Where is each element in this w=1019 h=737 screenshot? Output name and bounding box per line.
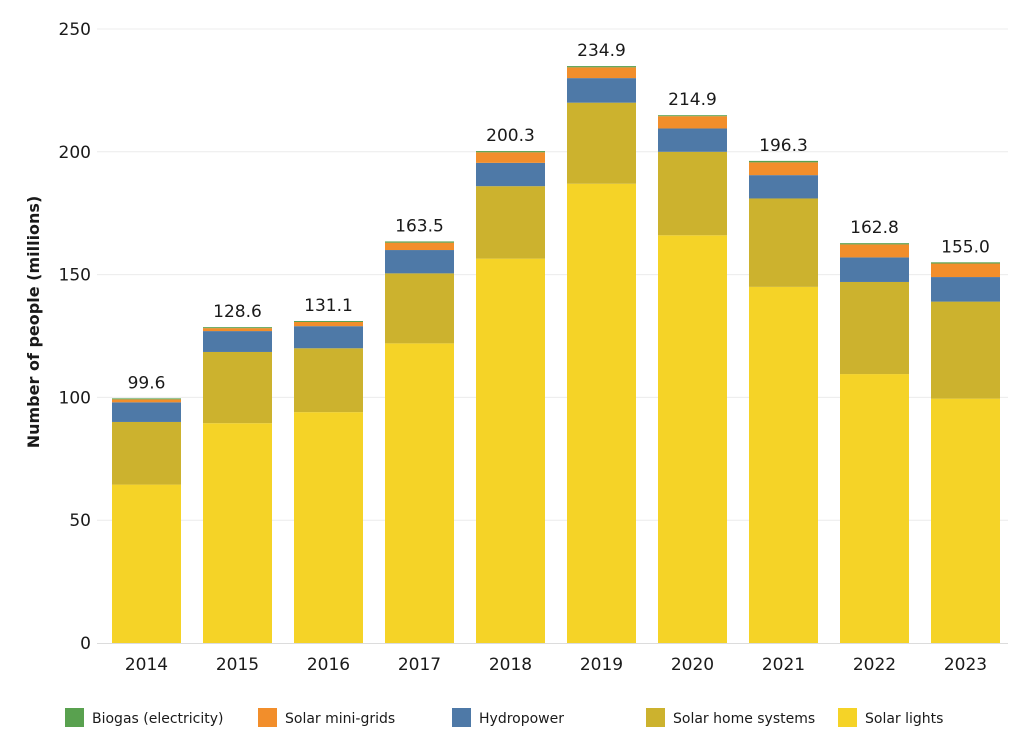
total-label-2016: 131.1 bbox=[304, 296, 353, 316]
bars bbox=[112, 66, 1000, 643]
bar-2022-solar-home-systems-segment bbox=[840, 281, 909, 375]
legend-item-solar-home-systems: Solar home systems bbox=[646, 708, 815, 727]
bar-2017-hydropower-segment bbox=[385, 250, 454, 274]
bar-2020-hydropower-segment bbox=[658, 128, 727, 152]
bar-2015-solar-lights-segment bbox=[203, 423, 272, 643]
x-tick-label-2016: 2016 bbox=[307, 655, 350, 675]
bar-2015-biogas-electricity-segment bbox=[203, 327, 272, 329]
total-label-2017: 163.5 bbox=[395, 216, 444, 236]
bar-2016-biogas-electricity-segment bbox=[294, 321, 363, 323]
total-labels: 99.6 128.6 131.1 163.5 200.3 234.9 214.9 196.3 1… bbox=[128, 41, 990, 393]
bar-2017-solar-mini-grids-segment bbox=[385, 242, 454, 251]
total-label-2021: 196.3 bbox=[759, 136, 808, 156]
bar-2023-biogas-electricity-segment bbox=[931, 262, 1000, 264]
bar-2019-biogas-electricity-segment bbox=[567, 66, 636, 68]
bar-2023-solar-lights-segment bbox=[931, 398, 1000, 643]
legend-label-solar-home-systems: Solar home systems bbox=[673, 711, 815, 727]
bar-2021-solar-mini-grids-segment bbox=[749, 162, 818, 176]
bar-2023-hydropower-segment bbox=[931, 277, 1000, 302]
x-tick-label-2017: 2017 bbox=[398, 655, 441, 675]
y-axis-ticks: 0 50 100 150 200 250 bbox=[59, 20, 91, 654]
legend-swatch-biogas-electricity bbox=[65, 708, 84, 727]
y-tick-label: 50 bbox=[69, 511, 91, 531]
y-tick-label: 200 bbox=[59, 143, 91, 163]
y-tick-label: 100 bbox=[59, 388, 91, 408]
y-tick-label: 250 bbox=[59, 20, 91, 40]
legend-item-hydropower: Hydropower bbox=[452, 708, 564, 727]
bar-2023-solar-home-systems-segment bbox=[931, 301, 1000, 399]
bar-2017-biogas-electricity-segment bbox=[385, 241, 454, 243]
bar-2019-hydropower-segment bbox=[567, 78, 636, 103]
legend-label-solar-mini-grids: Solar mini-grids bbox=[285, 711, 395, 727]
bar-2021-biogas-electricity-segment bbox=[749, 160, 818, 163]
bar-2021-hydropower-segment bbox=[749, 175, 818, 199]
total-label-2019: 234.9 bbox=[577, 41, 626, 61]
bar-2015-solar-home-systems-segment bbox=[203, 351, 272, 424]
legend: Biogas (electricity) Solar mini-grids Hydr… bbox=[65, 708, 943, 727]
bar-2023-solar-mini-grids-segment bbox=[931, 263, 1000, 278]
bar-2016-solar-home-systems-segment bbox=[294, 348, 363, 413]
bar-2018-hydropower-segment bbox=[476, 162, 545, 187]
bar-2020-solar-home-systems-segment bbox=[658, 151, 727, 236]
bar-2020-solar-lights-segment bbox=[658, 235, 727, 643]
bar-2018-solar-lights-segment bbox=[476, 258, 545, 643]
bar-2022-solar-lights-segment bbox=[840, 374, 909, 643]
legend-label-solar-lights: Solar lights bbox=[865, 711, 943, 727]
bar-2014-biogas-electricity-segment bbox=[112, 398, 181, 400]
legend-label-biogas-electricity: Biogas (electricity) bbox=[92, 711, 224, 727]
total-label-2020: 214.9 bbox=[668, 90, 717, 110]
bar-2017-solar-lights-segment bbox=[385, 343, 454, 643]
bar-2019-solar-mini-grids-segment bbox=[567, 67, 636, 79]
total-label-2022: 162.8 bbox=[850, 218, 899, 238]
x-tick-label-2018: 2018 bbox=[489, 655, 532, 675]
bar-2014-solar-mini-grids-segment bbox=[112, 399, 181, 403]
bar-2022-biogas-electricity-segment bbox=[840, 243, 909, 245]
bar-2016-hydropower-segment bbox=[294, 326, 363, 349]
bar-2014-solar-lights-segment bbox=[112, 484, 181, 643]
x-tick-label-2021: 2021 bbox=[762, 655, 805, 675]
bar-2021-solar-lights-segment bbox=[749, 286, 818, 643]
x-axis-ticks: 2014 2015 2016 2017 2018 2019 2020 2021 2022 2023 bbox=[125, 655, 987, 675]
legend-swatch-solar-lights bbox=[838, 708, 857, 727]
bar-2019-solar-home-systems-segment bbox=[567, 102, 636, 184]
bar-2021-solar-home-systems-segment bbox=[749, 198, 818, 287]
x-tick-label-2020: 2020 bbox=[671, 655, 714, 675]
bar-2016-solar-mini-grids-segment bbox=[294, 322, 363, 327]
legend-item-biogas-electricity: Biogas (electricity) bbox=[65, 708, 224, 727]
bar-2018-biogas-electricity-segment bbox=[476, 151, 545, 153]
y-tick-label: 150 bbox=[59, 266, 91, 286]
total-label-2023: 155.0 bbox=[941, 237, 990, 257]
legend-swatch-solar-mini-grids bbox=[258, 708, 277, 727]
x-tick-label-2019: 2019 bbox=[580, 655, 623, 675]
bar-2018-solar-home-systems-segment bbox=[476, 186, 545, 259]
bar-2020-solar-mini-grids-segment bbox=[658, 116, 727, 129]
legend-swatch-solar-home-systems bbox=[646, 708, 665, 727]
bar-2016-solar-lights-segment bbox=[294, 412, 363, 643]
bar-2015-solar-mini-grids-segment bbox=[203, 328, 272, 332]
bar-2018-solar-mini-grids-segment bbox=[476, 152, 545, 163]
bar-2022-solar-mini-grids-segment bbox=[840, 244, 909, 258]
total-label-2018: 200.3 bbox=[486, 126, 535, 146]
bar-2022-hydropower-segment bbox=[840, 257, 909, 282]
legend-swatch-hydropower bbox=[452, 708, 471, 727]
x-tick-label-2014: 2014 bbox=[125, 655, 168, 675]
bar-2017-solar-home-systems-segment bbox=[385, 273, 454, 344]
bar-2014-hydropower-segment bbox=[112, 402, 181, 422]
y-tick-label: 0 bbox=[80, 634, 91, 654]
bar-2019-solar-lights-segment bbox=[567, 183, 636, 643]
legend-label-hydropower: Hydropower bbox=[479, 711, 564, 727]
total-label-2014: 99.6 bbox=[128, 373, 166, 393]
y-axis-title: Number of people (millions) bbox=[24, 196, 43, 449]
total-label-2015: 128.6 bbox=[213, 302, 262, 322]
bar-2020-biogas-electricity-segment bbox=[658, 115, 727, 117]
x-tick-label-2022: 2022 bbox=[853, 655, 896, 675]
x-tick-label-2015: 2015 bbox=[216, 655, 259, 675]
bar-2014-solar-home-systems-segment bbox=[112, 421, 181, 485]
x-tick-label-2023: 2023 bbox=[944, 655, 987, 675]
legend-item-solar-mini-grids: Solar mini-grids bbox=[258, 708, 395, 727]
legend-item-solar-lights: Solar lights bbox=[838, 708, 943, 727]
bar-2015-hydropower-segment bbox=[203, 331, 272, 352]
